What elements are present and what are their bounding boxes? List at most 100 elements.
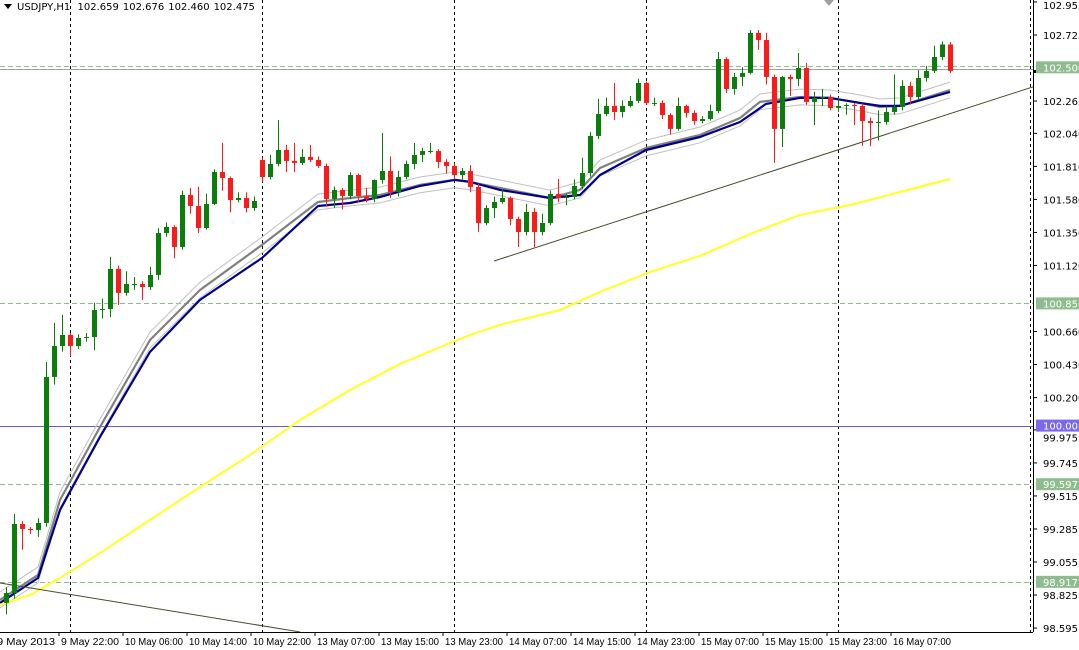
candle	[900, 80, 905, 111]
time-tick-label: 10 May 14:00	[189, 637, 247, 648]
candle-body	[492, 202, 497, 209]
candle-body	[860, 105, 865, 122]
candle	[540, 213, 545, 236]
candle-body	[260, 159, 265, 178]
candle-body	[500, 197, 505, 203]
candle	[732, 73, 737, 95]
candle	[60, 314, 65, 352]
price-level-label-box	[1036, 419, 1079, 432]
candle	[116, 265, 121, 305]
candle-body	[172, 226, 177, 247]
high-value: 102.676	[122, 2, 165, 13]
candle-body	[564, 196, 569, 198]
candle-body	[900, 85, 905, 107]
candle	[364, 187, 369, 203]
candle-body	[868, 121, 873, 124]
price-tick-label: 101.810	[1043, 162, 1079, 173]
candle	[676, 97, 681, 131]
candle-body	[676, 105, 681, 129]
candle-body	[188, 194, 193, 207]
candle-body	[316, 159, 321, 166]
candle	[884, 106, 889, 125]
candle	[484, 205, 489, 226]
candle	[420, 147, 425, 163]
price-tick-label: 102.040	[1043, 129, 1079, 140]
candle-body	[396, 177, 401, 192]
candle	[524, 203, 529, 236]
candle	[924, 65, 929, 82]
time-tick-label: 13 May 15:00	[381, 637, 439, 648]
candle	[684, 104, 689, 118]
candle	[780, 75, 785, 148]
candle	[668, 113, 673, 135]
candle-body	[508, 197, 513, 219]
candle-body	[380, 170, 385, 181]
chart-header: USDJPY,H1 102.659 102.676 102.460 102.475	[4, 2, 259, 13]
candle	[620, 100, 625, 118]
candle	[252, 196, 257, 211]
candle-body	[180, 194, 185, 247]
candle-body	[548, 193, 553, 223]
candle	[748, 29, 753, 75]
candle	[204, 193, 209, 230]
candle	[324, 163, 329, 207]
candle	[452, 163, 457, 180]
candle-body	[4, 593, 9, 603]
candle	[708, 104, 713, 121]
candle	[156, 228, 161, 280]
price-tick-label: 101.350	[1043, 228, 1079, 239]
candle	[716, 51, 721, 114]
candle	[124, 271, 129, 296]
candle-body	[252, 201, 257, 209]
time-tick-label: 15 May 07:00	[701, 637, 759, 648]
dropdown-triangle-icon[interactable]	[4, 4, 12, 9]
candle	[36, 518, 41, 537]
candle	[652, 97, 657, 107]
candle-body	[84, 336, 89, 338]
candle	[196, 186, 201, 234]
candle-body	[812, 97, 817, 102]
candle	[556, 179, 561, 203]
candle-body	[684, 105, 689, 113]
candle	[212, 169, 217, 206]
candle-body	[276, 150, 281, 164]
low-value: 102.460	[168, 2, 210, 13]
candle	[300, 149, 305, 165]
time-tick-label: 14 May 23:00	[637, 637, 695, 648]
candle-body	[356, 175, 361, 196]
candle	[268, 154, 273, 180]
candle-body	[612, 105, 617, 112]
candle-body	[428, 151, 433, 153]
price-level-label-box	[1036, 478, 1079, 491]
candle	[572, 179, 577, 200]
candle	[812, 91, 817, 126]
candle	[836, 97, 841, 112]
candle	[4, 587, 9, 615]
candle-body	[852, 104, 857, 106]
candle	[284, 144, 289, 173]
price-tick-label: 100.660	[1043, 328, 1079, 339]
candle	[940, 41, 945, 61]
candle-body	[340, 189, 345, 196]
candle-body	[28, 528, 33, 530]
candle-body	[716, 58, 721, 111]
candle-body	[588, 135, 593, 173]
candle-body	[60, 334, 65, 347]
candle-body	[532, 211, 537, 233]
candle-body	[740, 72, 745, 77]
candle-body	[724, 58, 729, 89]
candle	[916, 70, 921, 101]
candle-body	[220, 171, 225, 179]
time-tick-label: 9 May 22:00	[61, 637, 119, 648]
price-tick-label: 101.580	[1043, 195, 1079, 206]
candle-body	[388, 170, 393, 192]
candle	[612, 82, 617, 121]
price-tick-label: 102.955	[1043, 1, 1079, 12]
open-value: 102.659	[77, 2, 119, 13]
candle	[604, 97, 609, 117]
candle-body	[748, 32, 753, 73]
candle	[380, 132, 385, 184]
candle	[580, 157, 585, 190]
candle	[76, 334, 81, 349]
